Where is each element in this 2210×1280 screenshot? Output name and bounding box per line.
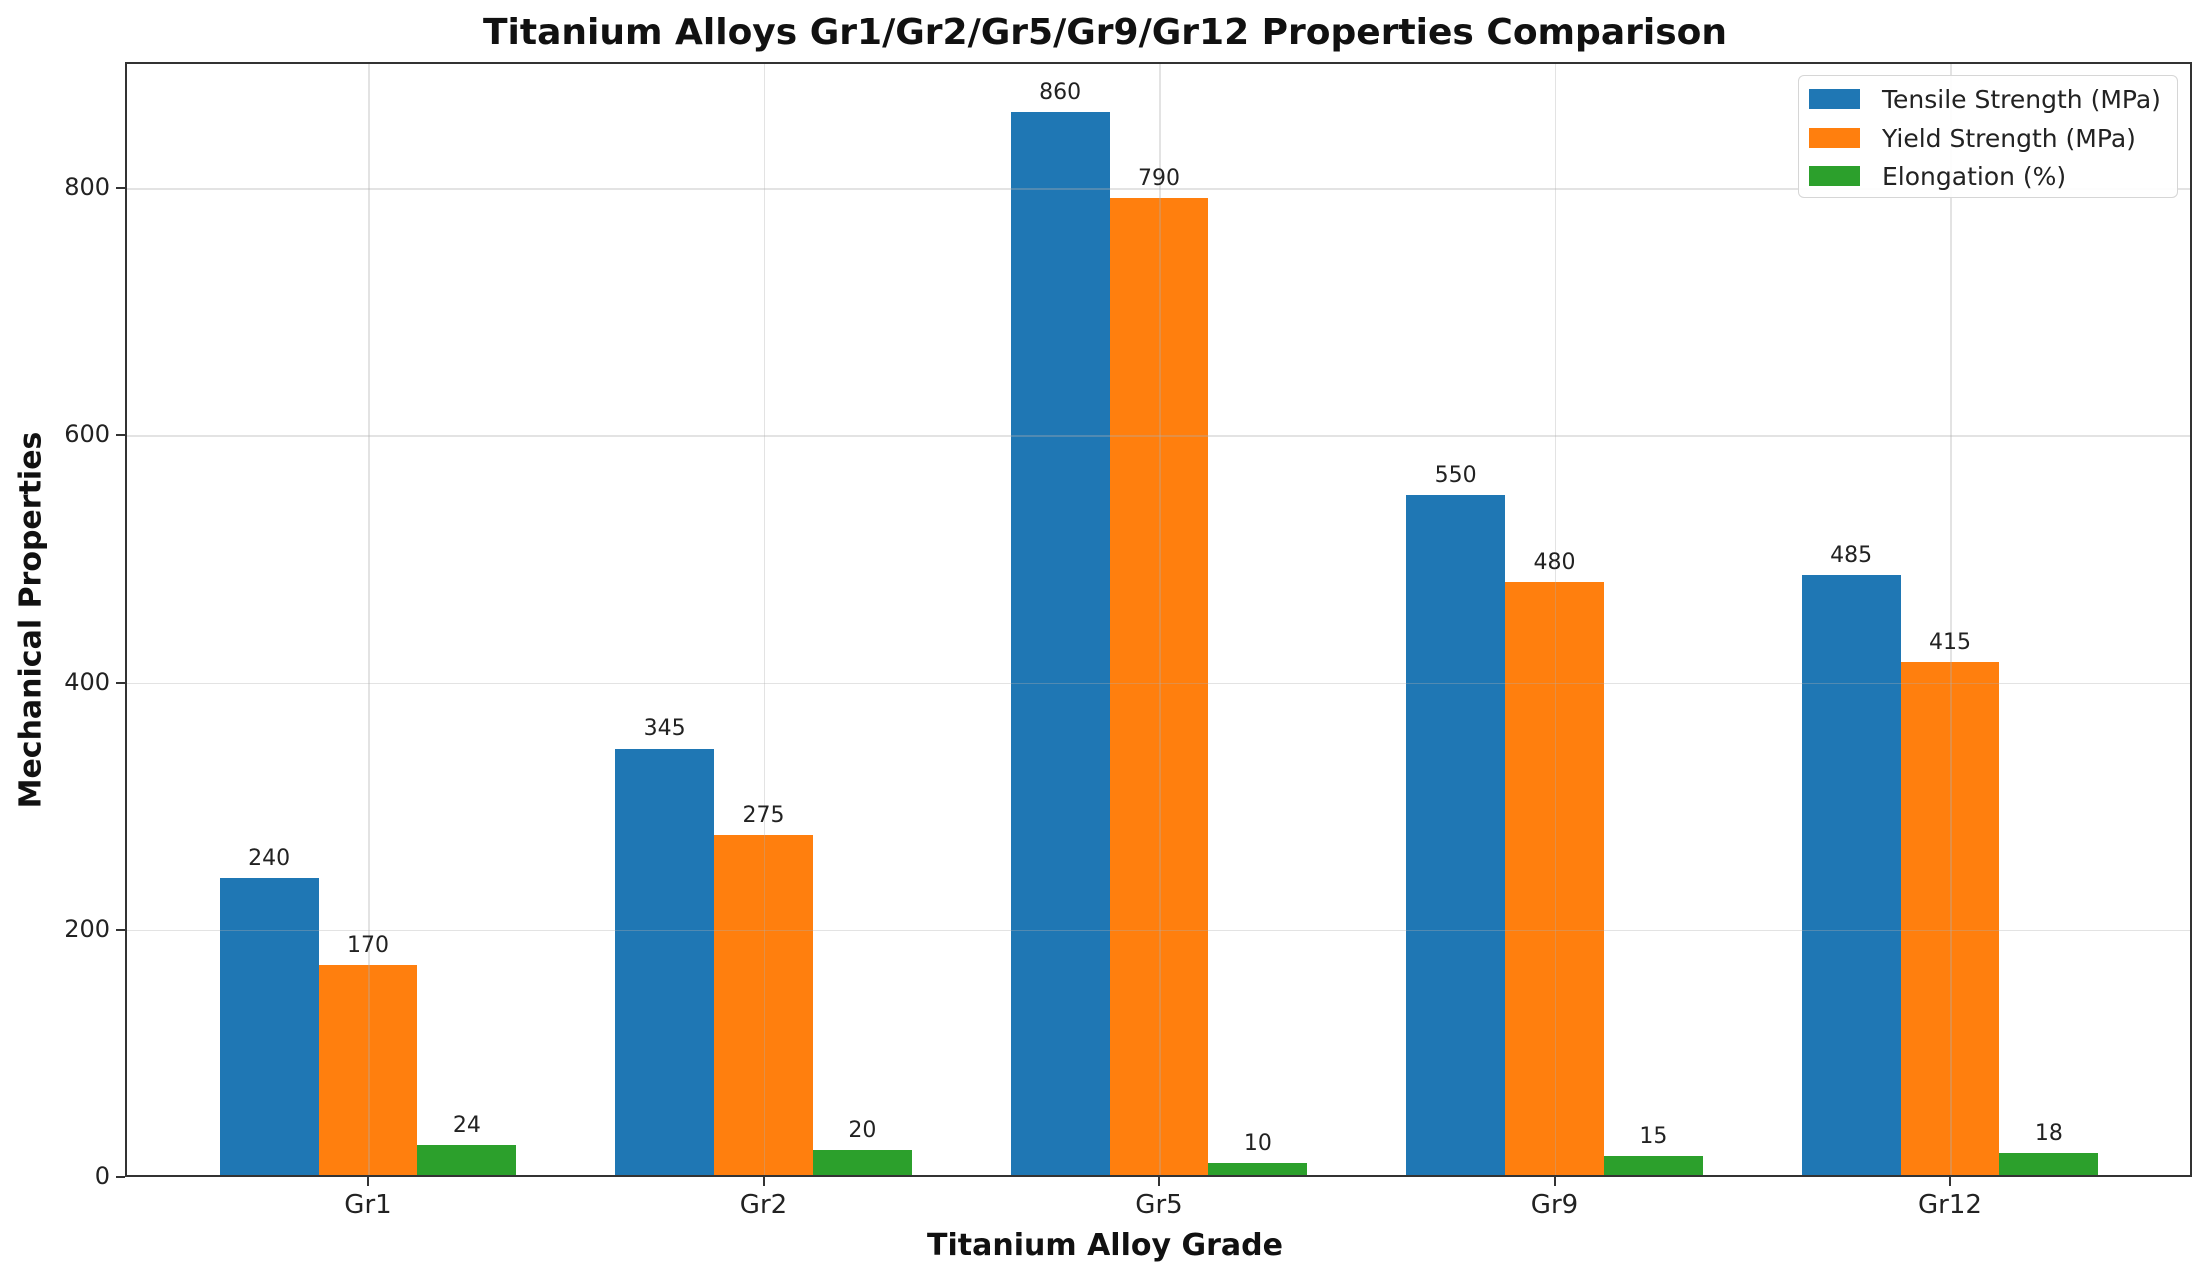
- bar-gr5-tensile: [1010, 111, 1110, 1175]
- x-tick-label: Gr9: [1530, 1190, 1579, 1220]
- data-label: 415: [1929, 629, 1971, 655]
- data-label: 275: [742, 803, 785, 829]
- data-label: 15: [1639, 1124, 1668, 1150]
- data-label: 860: [1039, 79, 1082, 105]
- bar-gr2-elongation: [812, 1150, 912, 1175]
- y-tick-label: 400: [64, 667, 110, 696]
- gridline-horizontal: [127, 682, 2190, 684]
- gridline-vertical: [1554, 64, 1556, 1175]
- gridline-horizontal: [127, 929, 2190, 932]
- data-label: 170: [347, 932, 389, 958]
- bar-gr12-yield: [1900, 661, 2000, 1175]
- bar-gr1-elongation: [417, 1145, 517, 1175]
- x-tick-label: Gr12: [1918, 1190, 1982, 1220]
- data-label: 485: [1830, 543, 1873, 569]
- x-tick-mark: [367, 1177, 369, 1186]
- bar-gr5-elongation: [1208, 1162, 1308, 1175]
- plot-area: 240 170 24 345 275 20 860 790 10 550 480 15 485 415 18: [125, 62, 2192, 1177]
- data-label: 240: [248, 846, 291, 872]
- bar-gr2-yield: [714, 835, 813, 1175]
- bar-gr9-tensile: [1406, 495, 1506, 1175]
- y-axis-label: Mechanical Properties: [13, 431, 49, 809]
- x-tick-mark: [1553, 1177, 1556, 1186]
- bar-gr12-elongation: [1999, 1152, 2099, 1175]
- bar-gr1-tensile: [219, 878, 319, 1175]
- bar-gr2-tensile: [615, 748, 715, 1175]
- y-tick-mark: [116, 681, 125, 684]
- bar-gr1-yield: [318, 964, 418, 1175]
- y-tick-label: 600: [64, 420, 110, 449]
- y-tick-mark: [116, 187, 125, 189]
- legend-label: Tensile Strength (MPa): [1882, 84, 2161, 114]
- data-label: 790: [1138, 166, 1180, 192]
- x-tick-mark: [1158, 1177, 1160, 1186]
- x-tick-label: Gr2: [739, 1190, 788, 1220]
- chart-title: Titanium Alloys Gr1/Gr2/Gr5/Gr9/Gr12 Pro…: [482, 12, 1728, 53]
- y-tick-mark: [116, 434, 125, 437]
- gridline-vertical: [763, 64, 765, 1175]
- x-axis-label: Titanium Alloy Grade: [927, 1228, 1283, 1263]
- data-label: 18: [2034, 1120, 2063, 1146]
- data-label: 10: [1243, 1130, 1272, 1156]
- bar-gr5-yield: [1109, 198, 1209, 1175]
- legend: Tensile Strength (MPa) Yield Strength (MP…: [1798, 75, 2178, 198]
- gridline-vertical: [1159, 64, 1161, 1175]
- gridline-horizontal: [127, 435, 2190, 437]
- y-tick-label: 800: [64, 173, 110, 201]
- bar-gr9-yield: [1505, 581, 1604, 1175]
- legend-swatch: [1809, 89, 1860, 109]
- y-tick-label: 0: [94, 1162, 110, 1190]
- legend-label: Yield Strength (MPa): [1882, 123, 2136, 153]
- legend-swatch: [1809, 166, 1860, 186]
- y-tick-mark: [116, 928, 125, 931]
- bar-gr12-tensile: [1801, 575, 1901, 1175]
- bar-gr9-elongation: [1603, 1156, 1703, 1175]
- y-tick-label: 200: [64, 914, 110, 943]
- legend-label: Elongation (%): [1882, 161, 2067, 191]
- data-label: 345: [643, 716, 686, 742]
- gridline-vertical: [368, 64, 370, 1175]
- data-label: 550: [1434, 463, 1477, 489]
- x-tick-label: Gr5: [1135, 1190, 1183, 1220]
- legend-item: Tensile Strength (MPa): [1809, 84, 2161, 114]
- gridline-horizontal: [127, 188, 2190, 190]
- legend-item: Elongation (%): [1809, 161, 2066, 191]
- gridline-vertical: [1950, 64, 1952, 1175]
- x-tick-label: Gr1: [344, 1190, 392, 1220]
- y-tick-mark: [116, 1176, 125, 1178]
- legend-swatch: [1809, 128, 1860, 148]
- data-label: 20: [848, 1118, 877, 1144]
- legend-item: Yield Strength (MPa): [1809, 123, 2136, 153]
- x-tick-mark: [1949, 1177, 1951, 1186]
- data-label: 480: [1533, 549, 1576, 575]
- x-tick-mark: [762, 1177, 765, 1186]
- data-label: 24: [452, 1113, 481, 1139]
